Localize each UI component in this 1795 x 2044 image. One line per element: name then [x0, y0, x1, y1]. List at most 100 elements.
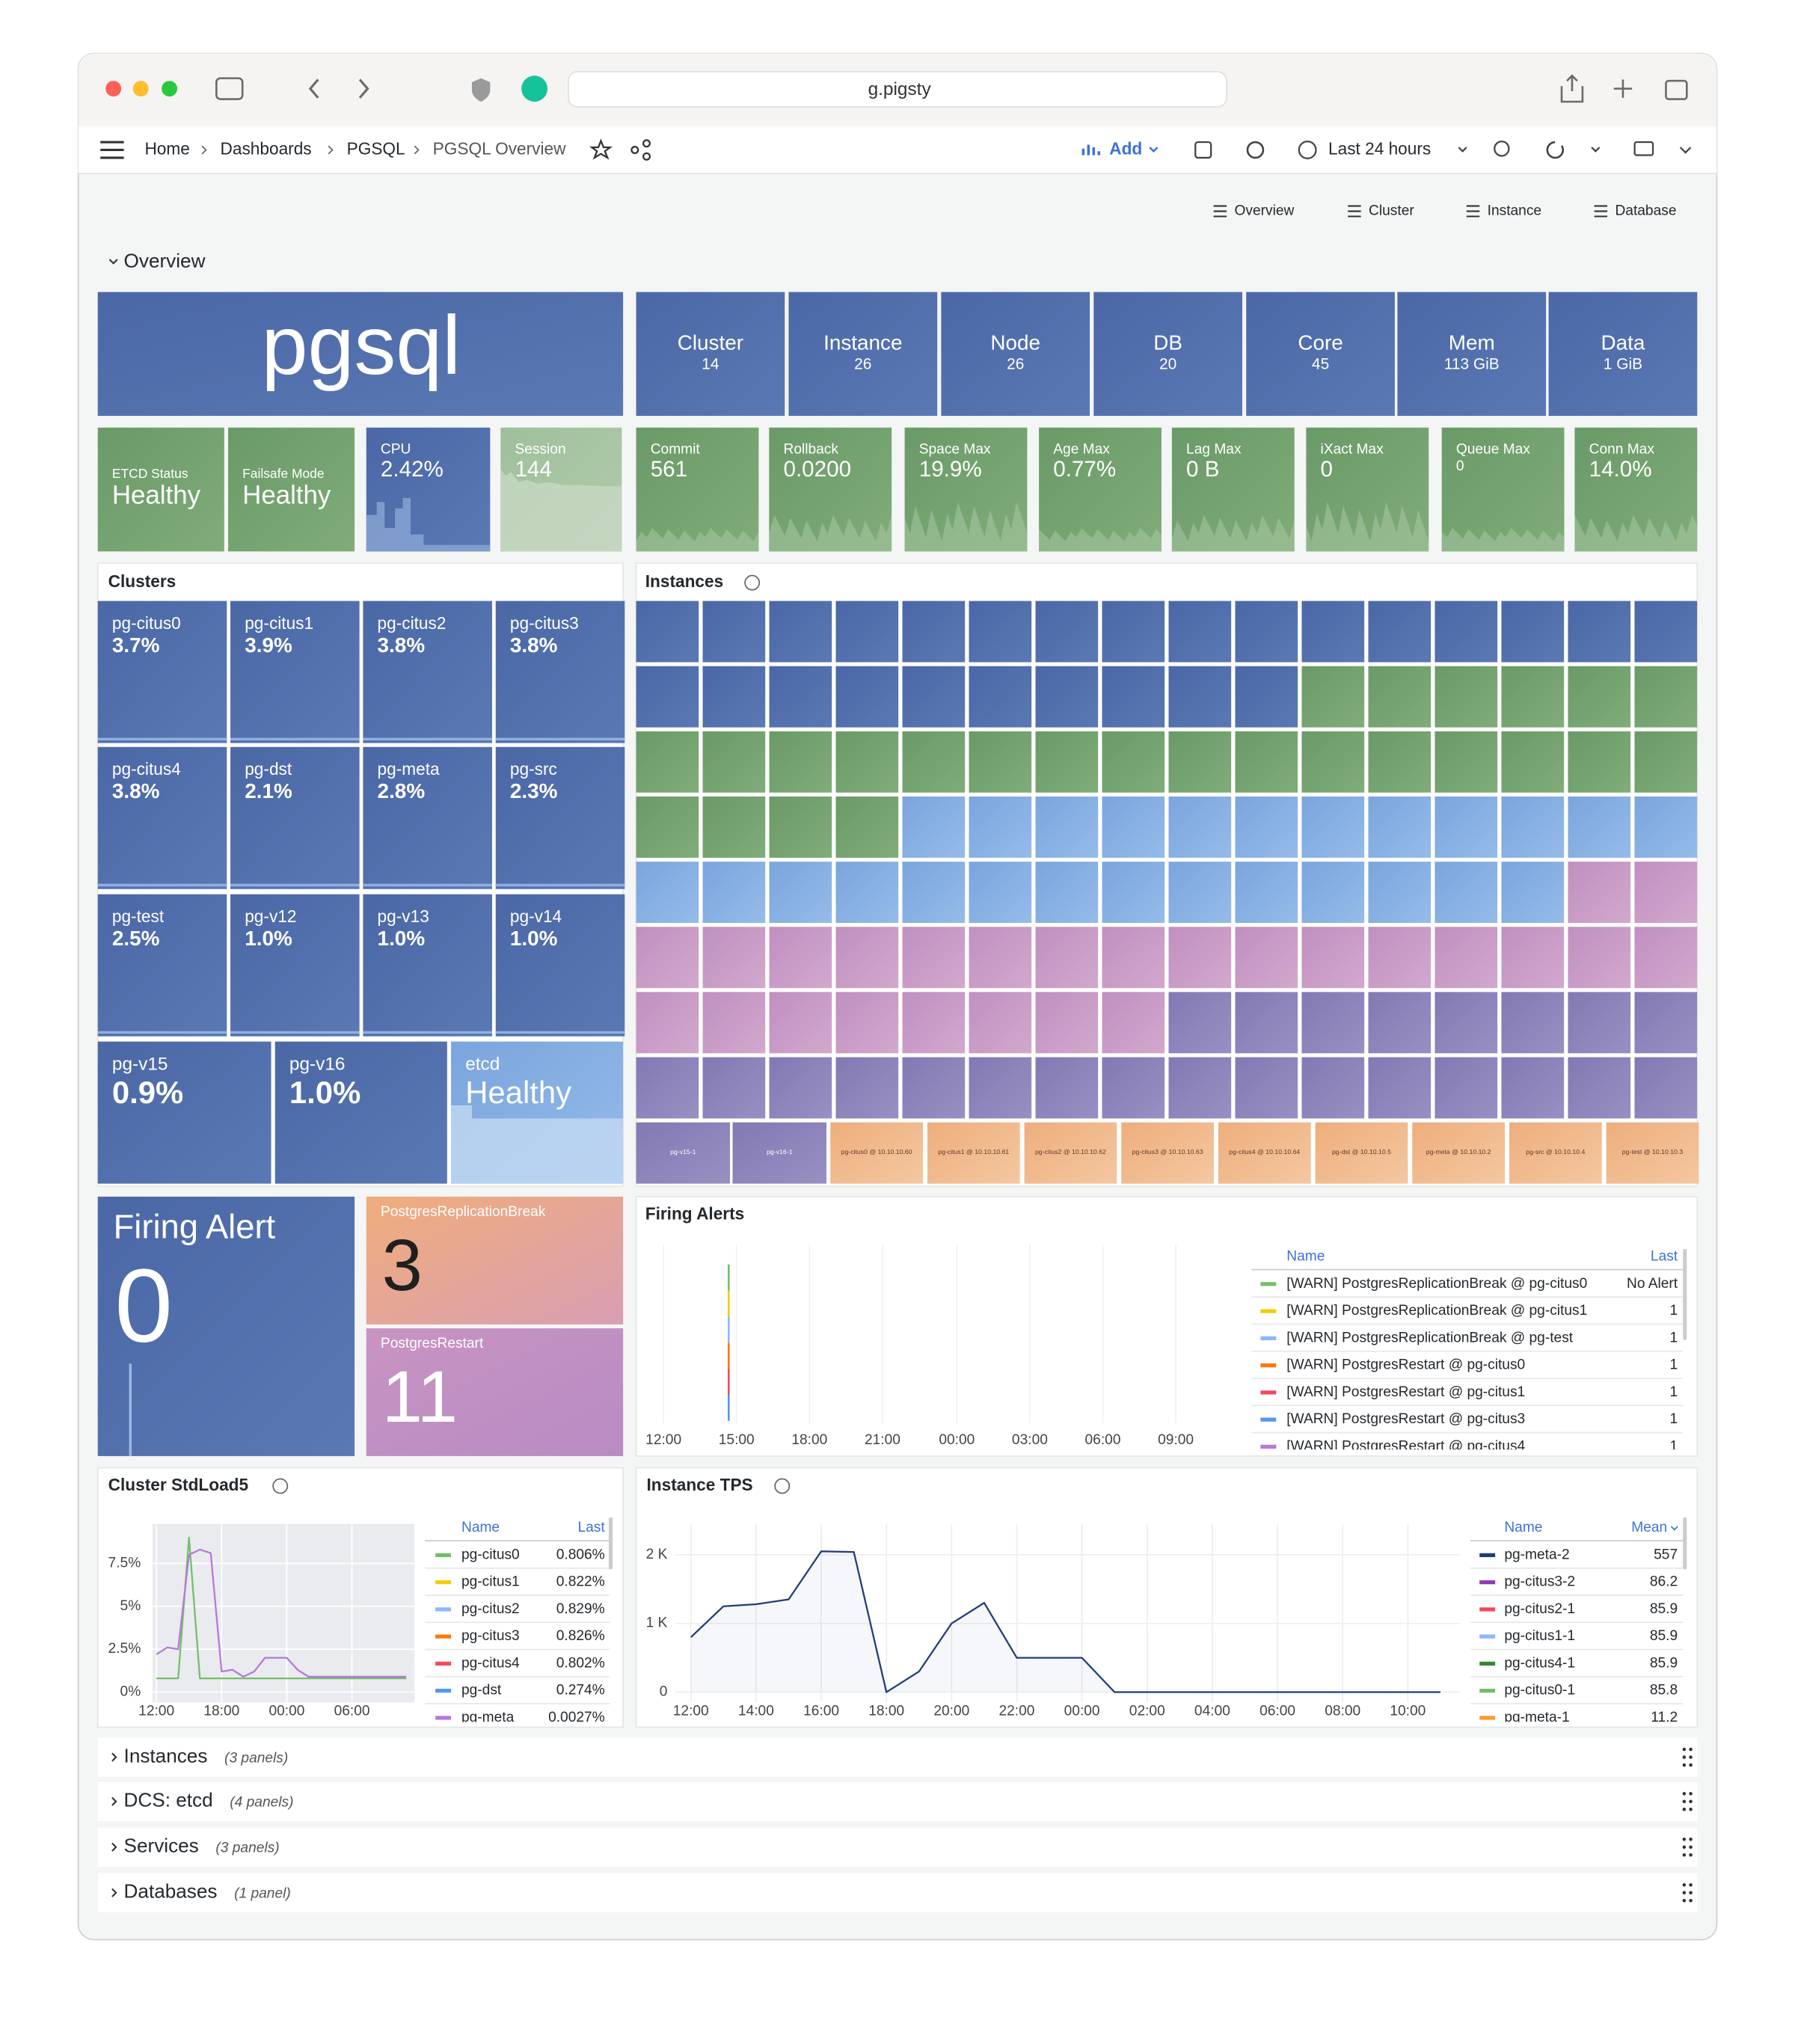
zoom-out-icon[interactable] [1494, 141, 1510, 157]
grammarly-icon[interactable] [521, 76, 548, 102]
zoom-button[interactable] [162, 81, 178, 97]
summary-value: 14 [702, 356, 719, 373]
instance-tile [1568, 992, 1631, 1054]
cluster-tile [97, 746, 227, 889]
instance-tile [1368, 1057, 1432, 1119]
series-area [690, 1551, 1440, 1692]
expand-caret [111, 1888, 117, 1897]
instance-tile [1102, 862, 1165, 924]
row-header[interactable] [97, 1781, 1698, 1821]
instance-tile [902, 862, 966, 924]
instance-tile [835, 796, 899, 858]
sparkline [1441, 527, 1565, 552]
menu-icon[interactable] [100, 141, 124, 159]
instance-tile [1301, 862, 1365, 924]
row-header[interactable] [97, 1737, 1698, 1777]
x-tick-label: 04:00 [1194, 1704, 1230, 1719]
summary-value: 20 [1159, 356, 1176, 373]
summary-tile [1548, 292, 1698, 417]
url-bar[interactable] [568, 71, 1227, 108]
panel-title: Instance TPS [646, 1475, 752, 1494]
cluster-value: 2.1% [245, 779, 292, 802]
instance-tile [702, 601, 766, 663]
time-range[interactable]: Last 24 hours [1328, 138, 1431, 158]
x-tick-label: 16:00 [803, 1704, 839, 1719]
drag-handle [1689, 1792, 1693, 1796]
cluster-tile [230, 894, 360, 1037]
legend-name: pg-meta-1 [1504, 1710, 1569, 1725]
instance-tile [835, 1057, 899, 1119]
save-icon[interactable] [1194, 141, 1212, 159]
info-icon[interactable] [744, 574, 761, 591]
stat-value: 19.9% [919, 457, 982, 482]
sparkline [636, 527, 759, 552]
instance-tile [1235, 862, 1298, 924]
instance-tile [902, 601, 966, 663]
dashboard-link[interactable]: Cluster [1369, 203, 1414, 218]
info-icon[interactable] [774, 1478, 791, 1494]
y-tick-label: 2.5% [108, 1641, 141, 1657]
x-tick-label: 06:00 [334, 1704, 370, 1719]
tabs-icon[interactable] [1665, 79, 1688, 100]
share-icon[interactable] [630, 139, 651, 161]
row-count: (3 panels) [224, 1750, 288, 1766]
legend-value: 1 [1669, 1303, 1678, 1319]
drag-handle [1682, 1883, 1687, 1887]
instance-tile [769, 862, 832, 924]
instance-tile [969, 927, 1032, 989]
instance-tile [1568, 927, 1631, 989]
instance-tile [1102, 1057, 1165, 1119]
summary-tile [1246, 292, 1395, 417]
drag-handle [1689, 1883, 1693, 1887]
minimize-button[interactable] [132, 81, 149, 97]
nav-arrows[interactable] [308, 79, 369, 99]
info-icon[interactable] [272, 1478, 289, 1494]
cluster-value: 2.8% [378, 779, 426, 802]
instance-tile [927, 1122, 1020, 1184]
cluster-value: 1.0% [289, 1075, 360, 1110]
instance-tile [1235, 731, 1298, 793]
close-button[interactable] [105, 81, 122, 97]
star-icon[interactable] [589, 138, 613, 160]
dashboard-link[interactable]: Overview [1235, 203, 1295, 218]
scrollbar [1683, 1517, 1687, 1570]
panel-title: Instances [645, 571, 723, 591]
status-tile [228, 427, 355, 552]
dashboard-link[interactable]: Instance [1488, 203, 1541, 218]
instance-tile [1035, 992, 1099, 1054]
legend-value: 1 [1669, 1384, 1678, 1400]
row-header[interactable] [97, 1873, 1698, 1912]
carets[interactable] [1458, 147, 1692, 154]
refresh-icon[interactable] [1546, 141, 1565, 159]
stat-title: iXact Max [1321, 441, 1384, 457]
breadcrumb[interactable]: Dashboards [221, 138, 312, 158]
legend-name: [WARN] PostgresReplicationBreak @ pg-cit… [1286, 1276, 1587, 1292]
tv-icon[interactable] [1633, 141, 1654, 156]
toolbar-icons[interactable] [1560, 74, 1633, 103]
add-button[interactable]: Add [1109, 138, 1142, 158]
stat-value: 0.0200 [783, 457, 851, 482]
summary-title: DB [1153, 331, 1182, 355]
instance-tile [1102, 601, 1165, 663]
legend-name: pg-citus3 [461, 1628, 520, 1644]
legend-value: 0.826% [556, 1628, 605, 1644]
drag-handle [1682, 1763, 1687, 1767]
instance-tile [636, 927, 699, 989]
drag-handle [1689, 1755, 1693, 1759]
row-header[interactable] [97, 1827, 1698, 1867]
stat-title: Conn Max [1589, 441, 1655, 457]
instance-tile [1102, 666, 1165, 728]
breadcrumb[interactable]: Home [144, 138, 189, 158]
cluster-tile [495, 894, 625, 1037]
legend-value: 0.274% [556, 1683, 605, 1698]
settings-icon[interactable] [1246, 141, 1265, 159]
dashboard-link[interactable]: Database [1615, 203, 1676, 218]
drag-handle [1682, 1853, 1687, 1857]
sidebar-icon[interactable] [215, 77, 244, 100]
breadcrumb[interactable]: PGSQL [347, 138, 405, 158]
instance-tile [969, 796, 1032, 858]
sparkline [451, 1105, 624, 1184]
instance-label: pg-citus0 @ 10.10.10.60 [841, 1148, 912, 1155]
legend-name: pg-meta [461, 1710, 515, 1725]
status-title: ETCD Status [112, 466, 188, 481]
